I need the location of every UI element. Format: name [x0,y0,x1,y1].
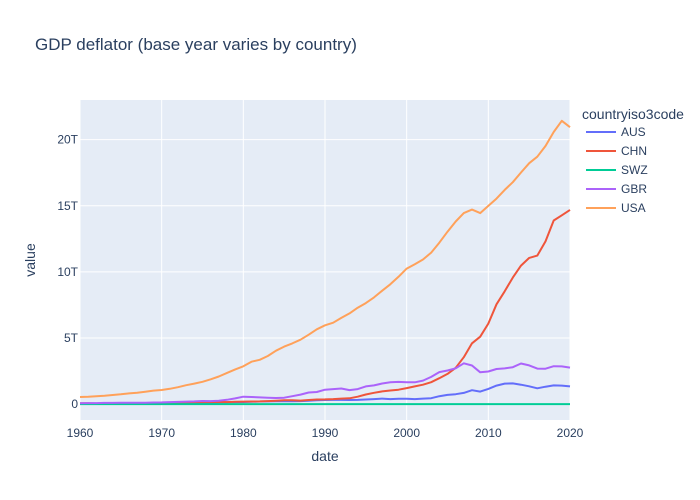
x-tick-label: 2000 [393,426,420,440]
y-tick-label: 0 [71,397,78,411]
x-axis-title: date [311,448,338,464]
series-lines [79,119,571,406]
y-axis-title: value [22,243,38,277]
x-tick-label: 1990 [312,426,339,440]
legend-label-swz: SWZ [621,163,648,177]
series-line-usa [79,119,571,398]
y-tick-label: 5T [64,331,79,345]
y-tick-label: 10T [57,265,78,279]
legend-title: countryiso3code [582,106,684,122]
y-tick-label: 20T [57,133,78,147]
x-tick-label: 1980 [230,426,257,440]
legend: AUS CHN SWZ GBR USA [586,125,648,215]
x-tick-label: 2020 [557,426,584,440]
legend-label-chn: CHN [621,144,647,158]
x-tick-label: 1970 [148,426,175,440]
legend-label-gbr: GBR [621,182,647,196]
legend-label-aus: AUS [621,125,646,139]
series-line-gbr [79,362,571,405]
x-tick-label: 1960 [67,426,94,440]
x-tick-label: 2010 [475,426,502,440]
y-tick-label: 15T [57,199,78,213]
x-tick-labels: 1960 1970 1980 1990 2000 2010 2020 [67,426,584,440]
legend-label-usa: USA [621,201,646,215]
y-tick-labels: 0 5T 10T 15T 20T [57,133,78,411]
chart-title: GDP deflator (base year varies by countr… [35,35,357,54]
